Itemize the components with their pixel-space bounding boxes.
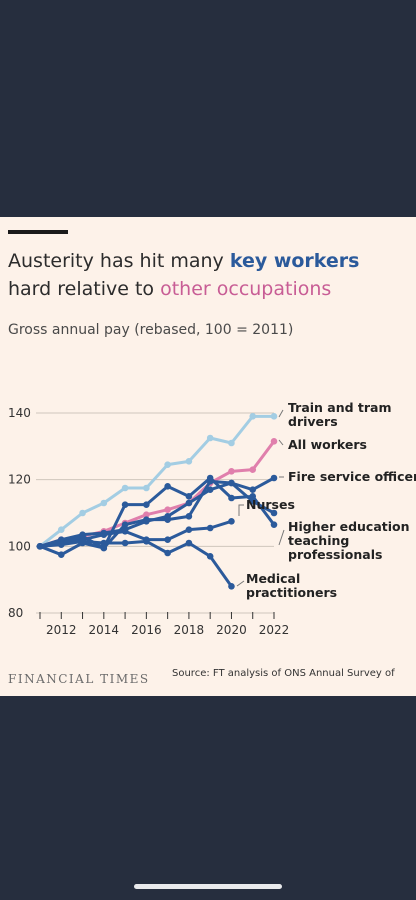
series-nurses-point xyxy=(228,479,235,487)
series-unlabelled-point xyxy=(164,536,171,543)
series-unlabelled-point xyxy=(228,518,235,525)
series-fire-service-officers-point xyxy=(57,551,65,558)
chart-headline: Austerity has hit many key workers hard … xyxy=(8,247,408,303)
he-label-leader xyxy=(278,529,285,546)
ft-rule xyxy=(8,230,68,234)
ft-logo: FINANCIAL TIMES xyxy=(8,672,150,686)
series-higher-education-teaching-professionals-point xyxy=(206,474,214,482)
series-medical-practitioners-point xyxy=(206,553,214,560)
series-nurses-point xyxy=(164,513,171,520)
series-train-and-tram-drivers-point xyxy=(270,413,278,420)
series-higher-education-teaching-professionals-point xyxy=(228,494,235,502)
series-nurses-line xyxy=(38,481,276,548)
series-higher-education-teaching-professionals-line xyxy=(38,476,276,550)
x-tick-label: 2022 xyxy=(259,623,290,637)
series-train-and-tram-drivers-point xyxy=(228,439,235,447)
line-chart: 80 100 120 140 2012 2014 2016 2018 2020 2022 Train… xyxy=(8,400,416,637)
series-unlabelled-point xyxy=(185,526,193,533)
x-tick-label: 2020 xyxy=(216,623,247,637)
label-train-and-tram-drivers: Train and tram drivers xyxy=(288,400,392,429)
series-all-workers-point xyxy=(249,466,257,473)
series-higher-education-teaching-professionals-point xyxy=(185,493,193,500)
series-higher-education-teaching-professionals-point xyxy=(121,501,129,508)
label-fire-service-officers: Fire service officers xyxy=(288,469,416,484)
home-indicator[interactable] xyxy=(134,884,282,889)
series-medical-practitioners-point xyxy=(185,539,193,547)
series-fire-service-officers-point xyxy=(121,521,129,528)
headline-key-workers: key workers xyxy=(229,250,360,272)
series-nurses-point xyxy=(100,529,108,537)
series-nurses-point xyxy=(143,518,150,525)
chart-subtitle: Gross annual pay (rebased, 100 = 2011) xyxy=(8,322,294,338)
series-higher-education-teaching-professionals-point xyxy=(270,521,278,528)
series-higher-education-teaching-professionals-point xyxy=(249,493,257,500)
series-fire-service-officers-point xyxy=(270,474,278,482)
series-nurses-point xyxy=(270,509,278,517)
headline-other-occupations: other occupations xyxy=(160,278,332,300)
series-train-and-tram-drivers-point xyxy=(185,458,193,465)
series-train-and-tram-drivers-point xyxy=(100,499,108,507)
series-all-workers-point xyxy=(270,438,278,445)
series-medical-practitioners-point xyxy=(164,549,171,557)
x-tick-label: 2012 xyxy=(46,623,77,637)
label-higher-education-teaching-professionals: Higher education teaching professionals xyxy=(288,519,410,562)
series-medical-practitioners-point xyxy=(57,541,65,548)
medical-label-leader xyxy=(236,580,245,587)
headline-text-2: hard relative to xyxy=(8,278,161,300)
label-all-workers: All workers xyxy=(288,437,367,452)
series-train-and-tram-drivers-point xyxy=(121,484,129,492)
series-nurses-point xyxy=(185,499,193,507)
train-label-leader xyxy=(278,409,284,418)
series-medical-practitioners-point xyxy=(36,543,44,550)
series-medical-practitioners-point xyxy=(143,538,150,545)
series-train-and-tram-drivers-point xyxy=(206,434,214,442)
series-higher-education-teaching-professionals-point xyxy=(100,544,108,552)
label-medical-practitioners: Medical practitioners xyxy=(246,571,337,600)
y-tick-label: 120 xyxy=(8,473,31,487)
series-all-workers-point xyxy=(164,506,171,513)
series-fire-service-officers-point xyxy=(249,486,257,493)
label-nurses: Nurses xyxy=(246,497,295,512)
x-tick-label: 2016 xyxy=(131,623,162,637)
headline-text-1: Austerity has hit many xyxy=(8,250,230,272)
series-medical-practitioners-point xyxy=(100,539,108,547)
series-medical-practitioners-point xyxy=(121,539,129,547)
series-all-workers-point xyxy=(228,468,235,475)
series-train-and-tram-drivers-line xyxy=(38,414,276,548)
series-higher-education-teaching-professionals-point xyxy=(79,533,86,540)
series-train-and-tram-drivers-point xyxy=(79,509,86,517)
nurses-label-leader xyxy=(238,504,244,516)
series-train-and-tram-drivers-point xyxy=(164,461,171,468)
series-higher-education-teaching-professionals-point xyxy=(164,483,171,490)
source-note: Source: FT analysis of ONS Annual Survey… xyxy=(172,668,395,679)
series-all-workers-point xyxy=(143,511,150,518)
x-tick-label: 2014 xyxy=(89,623,120,637)
series-nurses-point xyxy=(121,526,129,533)
series-train-and-tram-drivers-point xyxy=(143,484,150,492)
series-unlabelled-point xyxy=(206,524,214,532)
y-tick-label: 80 xyxy=(8,606,23,620)
series-train-and-tram-drivers-point xyxy=(57,526,65,533)
series-higher-education-teaching-professionals-point xyxy=(143,501,150,508)
series-fire-service-officers-point xyxy=(185,513,193,520)
y-tick-label: 100 xyxy=(8,539,31,553)
y-tick-label: 140 xyxy=(8,406,31,420)
all-workers-label-leader xyxy=(278,439,284,446)
series-medical-practitioners-point xyxy=(228,583,235,590)
x-tick-label: 2018 xyxy=(174,623,205,637)
series-medical-practitioners-point xyxy=(79,538,86,545)
chart-card: Austerity has hit many key workers hard … xyxy=(0,217,416,696)
series-train-and-tram-drivers-point xyxy=(249,413,257,420)
series-nurses-point xyxy=(206,486,214,493)
series-medical-practitioners-line xyxy=(38,539,233,588)
